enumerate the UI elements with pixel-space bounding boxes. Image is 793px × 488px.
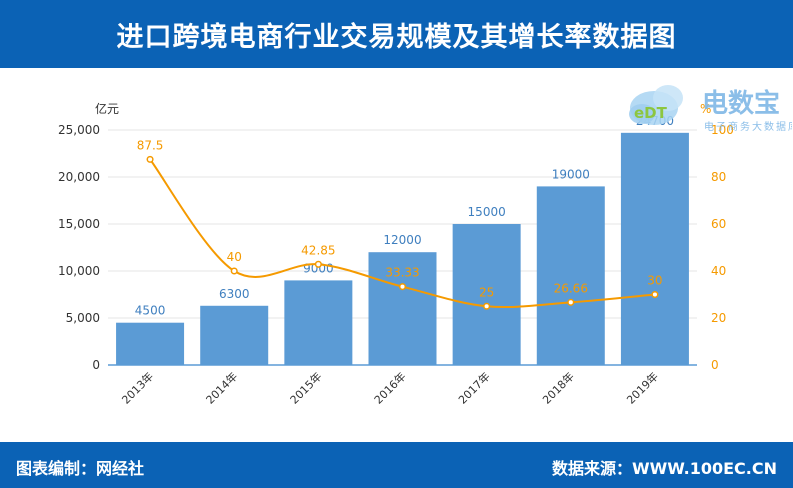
right-axis-tick-label: 40 [711, 264, 726, 278]
x-axis-tick-label: 2014年 [203, 369, 240, 406]
cloud-logo-icon: eDT [629, 85, 683, 125]
line-value-label: 26.66 [554, 281, 588, 295]
x-axis-tick-label: 2017年 [455, 369, 492, 406]
footer-source: 数据来源：WWW.100EC.CN [551, 459, 777, 478]
bar [452, 224, 521, 365]
bar [368, 252, 437, 365]
footer-bar: 图表编制：网经社 数据来源：WWW.100EC.CN [0, 442, 793, 488]
x-axis-tick-label: 2016年 [371, 369, 408, 406]
line-point [314, 260, 322, 268]
logo-subtitle: 电子商务大数据库 [704, 120, 792, 133]
footer-credit: 图表编制：网经社 [16, 459, 145, 478]
x-axis-tick-label: 2015年 [287, 369, 324, 406]
chart-title: 进口跨境电商行业交易规模及其增长率数据图 [116, 21, 677, 53]
left-axis-unit: 亿元 [95, 101, 119, 116]
line-value-label: 42.85 [301, 243, 335, 257]
chart-title-bar: 进口跨境电商行业交易规模及其增长率数据图 [0, 0, 793, 68]
left-axis-tick-label: 25,000 [58, 123, 100, 137]
bar-value-label: 19000 [552, 167, 590, 181]
logo-name: 电数宝 [702, 88, 780, 119]
bar [536, 186, 605, 365]
line-series: 87.5 40 42.85 33.33 25 26.66 30 [137, 138, 663, 310]
line-point [483, 302, 491, 310]
line-value-label: 40 [227, 250, 242, 264]
line-point [567, 298, 575, 306]
bar-series: 45006300900012000150001900024700 [116, 114, 689, 365]
line-point [230, 267, 238, 275]
right-axis-tick-label: 60 [711, 217, 726, 231]
line-point [146, 155, 154, 163]
left-axis-tick-label: 10,000 [58, 264, 100, 278]
left-axis-tick-label: 0 [92, 358, 100, 372]
combo-chart: 45006300900012000150001900024700 87.5404… [58, 101, 734, 407]
line-value-label: 30 [647, 274, 662, 288]
line-point [398, 283, 407, 291]
right-axis-tick-label: 20 [711, 311, 726, 325]
x-axis-tick-label: 2019年 [624, 369, 661, 406]
line-value-label: 87.5 [137, 138, 164, 152]
logo: eDT 电数宝 电子商务大数据库 [624, 78, 793, 136]
bar-value-label: 15000 [468, 205, 506, 219]
x-axis-tick-label: 2013年 [119, 369, 156, 406]
line-value-label: 33.33 [385, 266, 419, 280]
line-point [651, 290, 659, 299]
x-axis-tick-label: 2018年 [539, 369, 576, 406]
right-axis-tick-label: 80 [711, 170, 726, 184]
bar-value-label: 6300 [219, 287, 250, 301]
bar [284, 280, 353, 365]
bar [116, 322, 185, 365]
left-axis-tick-label: 15,000 [58, 217, 100, 231]
line-value-label: 25 [479, 285, 494, 299]
left-axis-tick-label: 5,000 [66, 311, 100, 325]
right-axis-tick-label: 0 [711, 358, 719, 372]
right-axis-tick-label: 100 [711, 123, 734, 137]
bar [200, 305, 269, 365]
left-axis-tick-label: 20,000 [58, 170, 100, 184]
bar [620, 132, 689, 365]
bar-value-label: 12000 [383, 233, 421, 247]
logo-mark: eDT [634, 104, 668, 122]
right-axis-unit: % [700, 102, 711, 116]
bar-value-label: 4500 [135, 304, 166, 318]
